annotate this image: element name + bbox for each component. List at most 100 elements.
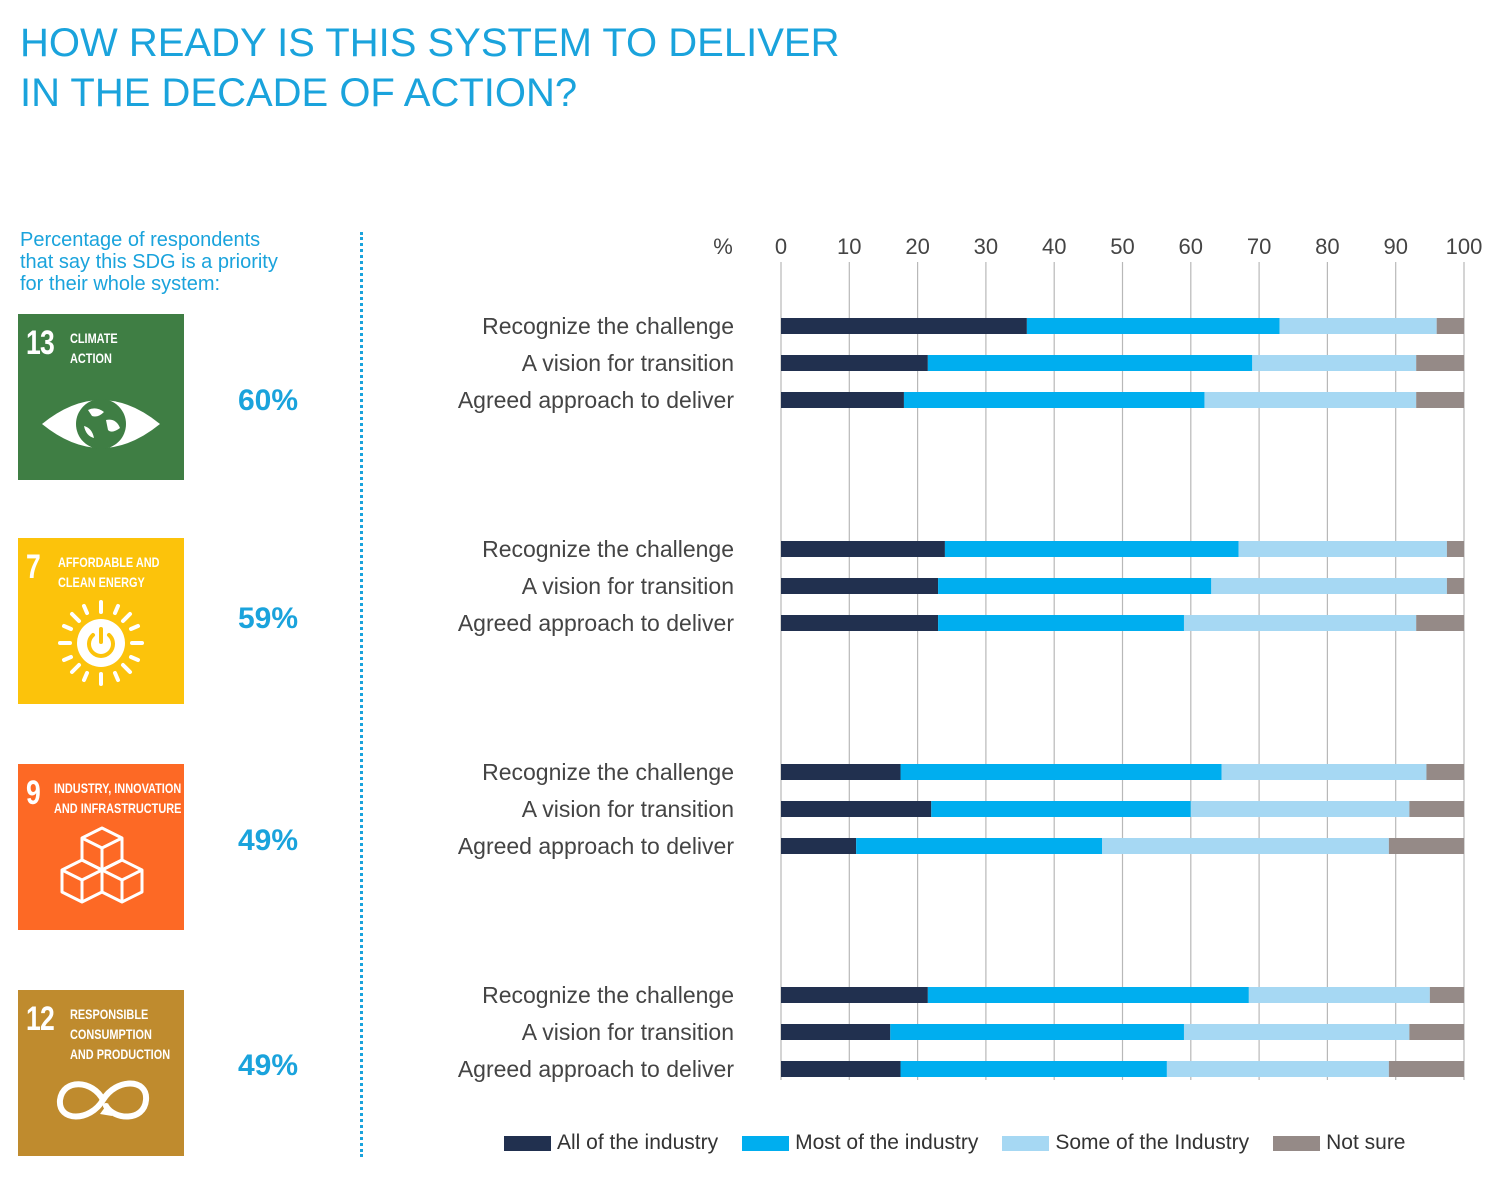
x-tick-label: 50	[1110, 234, 1134, 259]
bar-segment	[1426, 764, 1464, 780]
bar-segment	[900, 1061, 1167, 1077]
bar-segment	[903, 392, 1205, 408]
bar-segment	[1436, 318, 1464, 334]
legend-item-all: All of the industry	[504, 1131, 718, 1155]
bar-segment	[1409, 1024, 1464, 1040]
bar-segment	[781, 801, 932, 817]
bar-segment	[931, 801, 1191, 817]
row-label: Agreed approach to deliver	[458, 1056, 735, 1082]
row-label: Agreed approach to deliver	[458, 387, 735, 413]
sdg-number: 13	[26, 324, 55, 362]
priority-intro-text: Percentage of respondents that say this …	[20, 229, 350, 295]
legend-item-most: Most of the industry	[742, 1131, 978, 1155]
row-label: Recognize the challenge	[482, 536, 734, 562]
intro-line-1: Percentage of respondents	[20, 229, 261, 251]
bar-segment	[1183, 615, 1417, 631]
sdg-12-priority: 49%	[238, 1049, 299, 1082]
sdg-13-priority: 60%	[238, 384, 299, 417]
sdg-name: AFFORDABLE AND CLEAN ENERGY	[58, 552, 184, 592]
sdg-7-tile: 7 AFFORDABLE AND CLEAN ENERGY	[18, 538, 184, 704]
legend-swatch-some	[1002, 1135, 1050, 1151]
sdg-name-line: CLEAN ENERGY	[58, 574, 145, 590]
sdg-7-priority: 59%	[238, 602, 299, 635]
bar-segment	[856, 838, 1103, 854]
dotted-divider	[360, 232, 363, 1157]
sdg-9-tile: 9 INDUSTRY, INNOVATION AND INFRASTRUCTUR…	[18, 764, 184, 930]
row-label: A vision for transition	[522, 1019, 734, 1045]
stacked-cubes-icon	[60, 826, 144, 904]
sun-power-icon	[58, 600, 144, 686]
bar-segment	[781, 1024, 891, 1040]
bar-segment	[927, 355, 1253, 371]
legend-item-notsure: Not sure	[1273, 1131, 1406, 1155]
x-tick-label: 20	[905, 234, 929, 259]
row-label: A vision for transition	[522, 573, 734, 599]
bar-segment	[1416, 355, 1464, 371]
bar-segment	[781, 578, 939, 594]
x-axis-label: %	[713, 234, 733, 259]
x-tick-label: 30	[974, 234, 998, 259]
sdg-number: 12	[26, 1000, 55, 1038]
sdg-9-priority: 49%	[238, 824, 299, 857]
bar-segment	[1429, 987, 1464, 1003]
eye-globe-icon	[42, 399, 160, 449]
page-title: HOW READY IS THIS SYSTEM TO DELIVER IN T…	[20, 18, 920, 118]
row-label: Agreed approach to deliver	[458, 833, 735, 859]
bar-segment	[1252, 355, 1417, 371]
x-tick-label: 80	[1315, 234, 1339, 259]
intro-line-3: for their whole system:	[20, 273, 221, 295]
x-tick-label: 70	[1247, 234, 1271, 259]
row-label: Recognize the challenge	[482, 759, 734, 785]
bar-segment	[1221, 764, 1427, 780]
bar-segment	[781, 615, 939, 631]
bar-segment	[781, 764, 901, 780]
bar-segment	[938, 615, 1184, 631]
x-tick-label: 60	[1179, 234, 1203, 259]
sdg-13-tile: 13 CLIMATE ACTION	[18, 314, 184, 480]
bar-segment	[781, 355, 928, 371]
title-line-1: HOW READY IS THIS SYSTEM TO DELIVER	[20, 21, 840, 65]
sdg-name: CLIMATE ACTION	[70, 328, 184, 368]
bar-segment	[1446, 541, 1464, 557]
bar-segment	[1183, 1024, 1410, 1040]
bar-segment	[1416, 615, 1464, 631]
row-label: Recognize the challenge	[482, 982, 734, 1008]
bar-segment	[1238, 541, 1447, 557]
row-label: Recognize the challenge	[482, 313, 734, 339]
legend-swatch-notsure	[1273, 1135, 1321, 1151]
bar-segment	[1446, 578, 1464, 594]
legend-label-all: All of the industry	[557, 1131, 719, 1154]
bar-segment	[781, 318, 1027, 334]
infinity-loop-icon	[57, 1080, 149, 1120]
bar-segment	[1190, 801, 1410, 817]
row-label: Agreed approach to deliver	[458, 610, 735, 636]
sdg-name-line: AFFORDABLE AND	[58, 554, 160, 570]
bar-segment	[1248, 987, 1430, 1003]
bar-segment	[944, 541, 1239, 557]
sdg-number: 9	[26, 774, 41, 812]
intro-line-2: that say this SDG is a priority	[20, 251, 278, 273]
bar-segment	[890, 1024, 1184, 1040]
bar-segment	[781, 838, 857, 854]
sdg-name-line: CONSUMPTION	[70, 1026, 152, 1042]
bar-segment	[781, 541, 945, 557]
bar-segment	[1204, 392, 1417, 408]
bar-segment	[1279, 318, 1437, 334]
x-tick-label: 40	[1042, 234, 1066, 259]
sdg-name: RESPONSIBLE CONSUMPTION AND PRODUCTION	[70, 1004, 184, 1064]
bar-segment	[1416, 392, 1464, 408]
legend-item-some: Some of the Industry	[1002, 1131, 1249, 1155]
sdg-name-line: AND INFRASTRUCTURE	[54, 800, 182, 816]
row-label: A vision for transition	[522, 350, 734, 376]
sdg-number: 7	[26, 548, 41, 586]
sdg-12-tile: 12 RESPONSIBLE CONSUMPTION AND PRODUCTIO…	[18, 990, 184, 1156]
bar-segment	[1409, 801, 1464, 817]
row-label: A vision for transition	[522, 796, 734, 822]
bar-segment	[938, 578, 1212, 594]
title-line-2: IN THE DECADE OF ACTION?	[20, 71, 578, 115]
bar-segment	[1388, 838, 1464, 854]
sdg-name-line: INDUSTRY, INNOVATION	[54, 780, 182, 796]
x-tick-label: 0	[775, 234, 787, 259]
bar-segment	[781, 987, 928, 1003]
